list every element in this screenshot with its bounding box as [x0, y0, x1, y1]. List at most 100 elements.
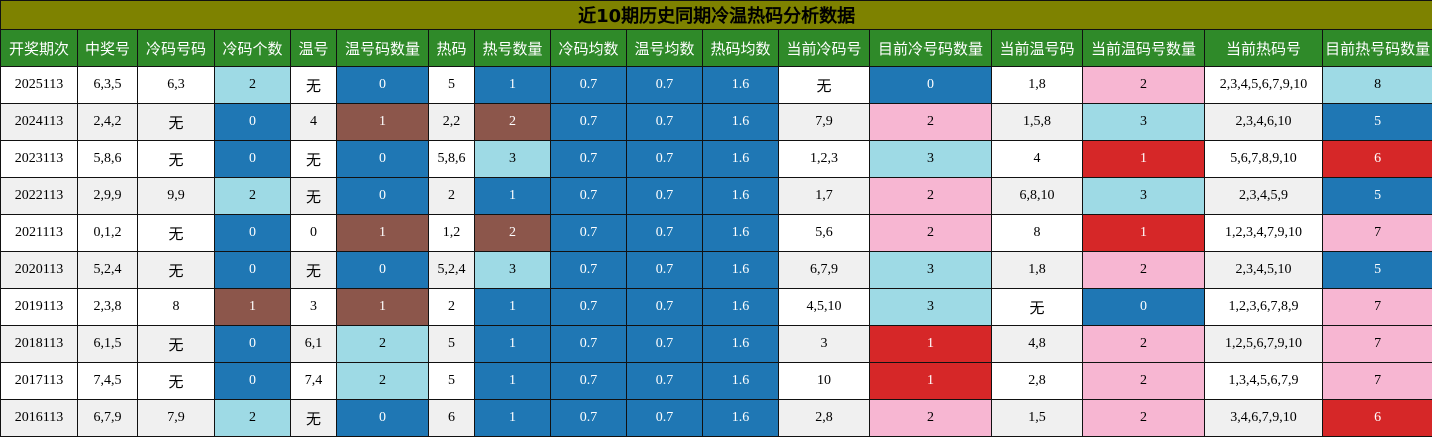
table-cell: 2021113	[0, 214, 78, 252]
table-cell: 1	[1082, 140, 1205, 178]
table-cell: 1,8	[991, 251, 1083, 289]
table-cell: 6	[428, 399, 475, 437]
table-cell: 0.7	[626, 177, 703, 215]
table-cell: 0	[336, 399, 429, 437]
column-header: 当前温码号数量	[1082, 29, 1205, 67]
table-cell: 2	[336, 362, 429, 400]
table-cell: 0.7	[550, 288, 627, 326]
table-cell: 2017113	[0, 362, 78, 400]
table-cell: 1	[336, 103, 429, 141]
table-cell: 5	[428, 325, 475, 363]
table-cell: 3	[869, 288, 992, 326]
table-cell: 1,3,4,5,6,7,9	[1204, 362, 1323, 400]
column-header: 目前热号码数量	[1321, 29, 1432, 67]
column-header: 当前冷码号	[778, 29, 870, 67]
table-cell: 7,4,5	[77, 362, 138, 400]
table-cell: 0.7	[550, 140, 627, 178]
table-cell: 无	[290, 251, 337, 289]
table-cell: 0.7	[626, 103, 703, 141]
table-cell: 6,3	[137, 66, 215, 104]
table-row: 2020113 5,2,4 无 0 无 0 5,2,4 3 0.7 0.7 1.6 6,7,9 3 1,8…	[0, 251, 1432, 289]
table-cell: 1.6	[702, 214, 779, 252]
table-cell: 2	[1082, 251, 1205, 289]
column-header: 中奖号	[77, 29, 138, 67]
table-cell: 0	[214, 140, 291, 178]
table-cell: 1	[336, 214, 429, 252]
column-header: 冷码个数	[214, 29, 291, 67]
table-cell: 1.6	[702, 140, 779, 178]
table-row: 2019113 2,3,8 8 1 3 1 2 1 0.7 0.7 1.6 4,5,10 3 无 0 1,2,…	[0, 288, 1432, 326]
table-cell: 3	[1082, 103, 1205, 141]
table-cell: 0.7	[550, 214, 627, 252]
table-cell: 0.7	[550, 103, 627, 141]
table-cell: 6,3,5	[77, 66, 138, 104]
table-cell: 4	[290, 103, 337, 141]
table-cell: 0.7	[626, 140, 703, 178]
table-cell: 5	[1321, 103, 1432, 141]
table-cell: 0.7	[626, 288, 703, 326]
table-cell: 6,7,9	[77, 399, 138, 437]
table-cell: 4,5,10	[778, 288, 870, 326]
table-cell: 0	[869, 66, 992, 104]
table-cell: 6,7,9	[778, 251, 870, 289]
table-cell: 1	[336, 288, 429, 326]
table-cell: 2024113	[0, 103, 78, 141]
table-cell: 2016113	[0, 399, 78, 437]
table-cell: 无	[290, 177, 337, 215]
table-cell: 0,1,2	[77, 214, 138, 252]
table-cell: 2023113	[0, 140, 78, 178]
table-cell: 3	[290, 288, 337, 326]
table-cell: 0.7	[550, 66, 627, 104]
table-cell: 无	[137, 103, 215, 141]
table-cell: 2	[214, 66, 291, 104]
table-cell: 2	[1082, 362, 1205, 400]
table-cell: 1	[869, 325, 992, 363]
table-cell: 无	[137, 362, 215, 400]
table-cell: 5,2,4	[77, 251, 138, 289]
table-cell: 无	[137, 140, 215, 178]
table-cell: 9,9	[137, 177, 215, 215]
table-cell: 1.6	[702, 362, 779, 400]
table-cell: 0	[214, 325, 291, 363]
table-body: 2025113 6,3,5 6,3 2 无 0 5 1 0.7 0.7 1.6 无 0 1,8 2 2,3,4…	[0, 66, 1432, 437]
column-header: 热号数量	[474, 29, 551, 67]
table-cell: 8	[1321, 66, 1432, 104]
table-cell: 0	[336, 66, 429, 104]
table-cell: 0	[290, 214, 337, 252]
table-cell: 1.6	[702, 251, 779, 289]
table-cell: 2	[869, 103, 992, 141]
table-row: 2025113 6,3,5 6,3 2 无 0 5 1 0.7 0.7 1.6 无 0 1,8 2 2,3,4…	[0, 66, 1432, 104]
table-cell: 1	[474, 325, 551, 363]
table-cell: 1,2,5,6,7,9,10	[1204, 325, 1323, 363]
table-cell: 1,2	[428, 214, 475, 252]
table-cell: 2	[1082, 399, 1205, 437]
table-cell: 2	[214, 177, 291, 215]
column-header: 当前热码号	[1204, 29, 1323, 67]
table-cell: 6,1	[290, 325, 337, 363]
table-cell: 1.6	[702, 399, 779, 437]
column-header: 温号	[290, 29, 337, 67]
table-cell: 0	[336, 251, 429, 289]
table-cell: 无	[778, 66, 870, 104]
table-cell: 1.6	[702, 325, 779, 363]
column-header: 温号码数量	[336, 29, 429, 67]
table-cell: 6	[1321, 399, 1432, 437]
table-cell: 0.7	[550, 251, 627, 289]
table-cell: 2,3,4,5,9	[1204, 177, 1323, 215]
table-cell: 0	[1082, 288, 1205, 326]
table-cell: 3	[474, 251, 551, 289]
table-cell: 2	[428, 288, 475, 326]
table-cell: 0.7	[550, 325, 627, 363]
table-cell: 无	[290, 399, 337, 437]
table-cell: 5,8,6	[77, 140, 138, 178]
table-cell: 7,4	[290, 362, 337, 400]
table-cell: 1.6	[702, 103, 779, 141]
table-row: 2022113 2,9,9 9,9 2 无 0 2 1 0.7 0.7 1.6 1,7 2 6,8,10 3…	[0, 177, 1432, 215]
table-cell: 5	[1321, 251, 1432, 289]
table-cell: 无	[137, 251, 215, 289]
table-cell: 3	[778, 325, 870, 363]
table-cell: 5,6,7,8,9,10	[1204, 140, 1323, 178]
table-cell: 0.7	[626, 66, 703, 104]
table-cell: 10	[778, 362, 870, 400]
table-cell: 1	[474, 288, 551, 326]
